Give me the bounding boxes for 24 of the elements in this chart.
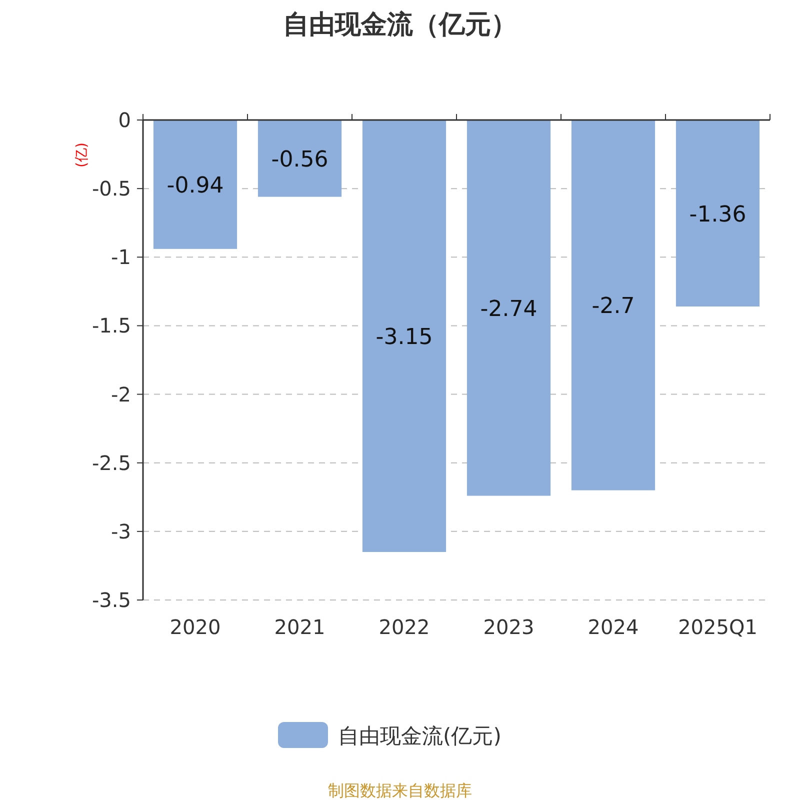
y-tick-label: -1: [111, 245, 131, 270]
x-tick-label: 2021: [274, 615, 326, 639]
x-tick-label: 2024: [588, 615, 639, 639]
x-tick-label: 2023: [483, 615, 534, 639]
data-label: -1.36: [689, 202, 746, 228]
data-label: -0.94: [166, 173, 224, 198]
data-label: -2.74: [480, 296, 538, 322]
data-label: -0.56: [271, 147, 328, 172]
y-tick-label: -0.5: [92, 176, 131, 201]
y-tick-label: -2: [111, 382, 131, 406]
chart-title: 自由现金流（亿元）: [283, 10, 517, 40]
text: 制图数据来自数据库: [328, 781, 472, 800]
y-tick-label: -2.5: [92, 450, 131, 475]
y-tick-label: -3: [111, 519, 131, 544]
y-tick-label: 0: [118, 108, 131, 132]
y-tick-label: -1.5: [92, 314, 131, 338]
data-label: -2.7: [592, 294, 635, 320]
legend-label: 自由现金流(亿元): [338, 724, 502, 748]
x-tick-label: 2025Q1: [678, 615, 758, 639]
x-tick-label: 2022: [378, 615, 430, 639]
y-tick-label: -3.5: [92, 588, 131, 612]
x-tick-label: 2020: [170, 615, 221, 639]
data-label: -3.15: [376, 325, 433, 350]
y-axis-title: (亿): [74, 142, 90, 168]
